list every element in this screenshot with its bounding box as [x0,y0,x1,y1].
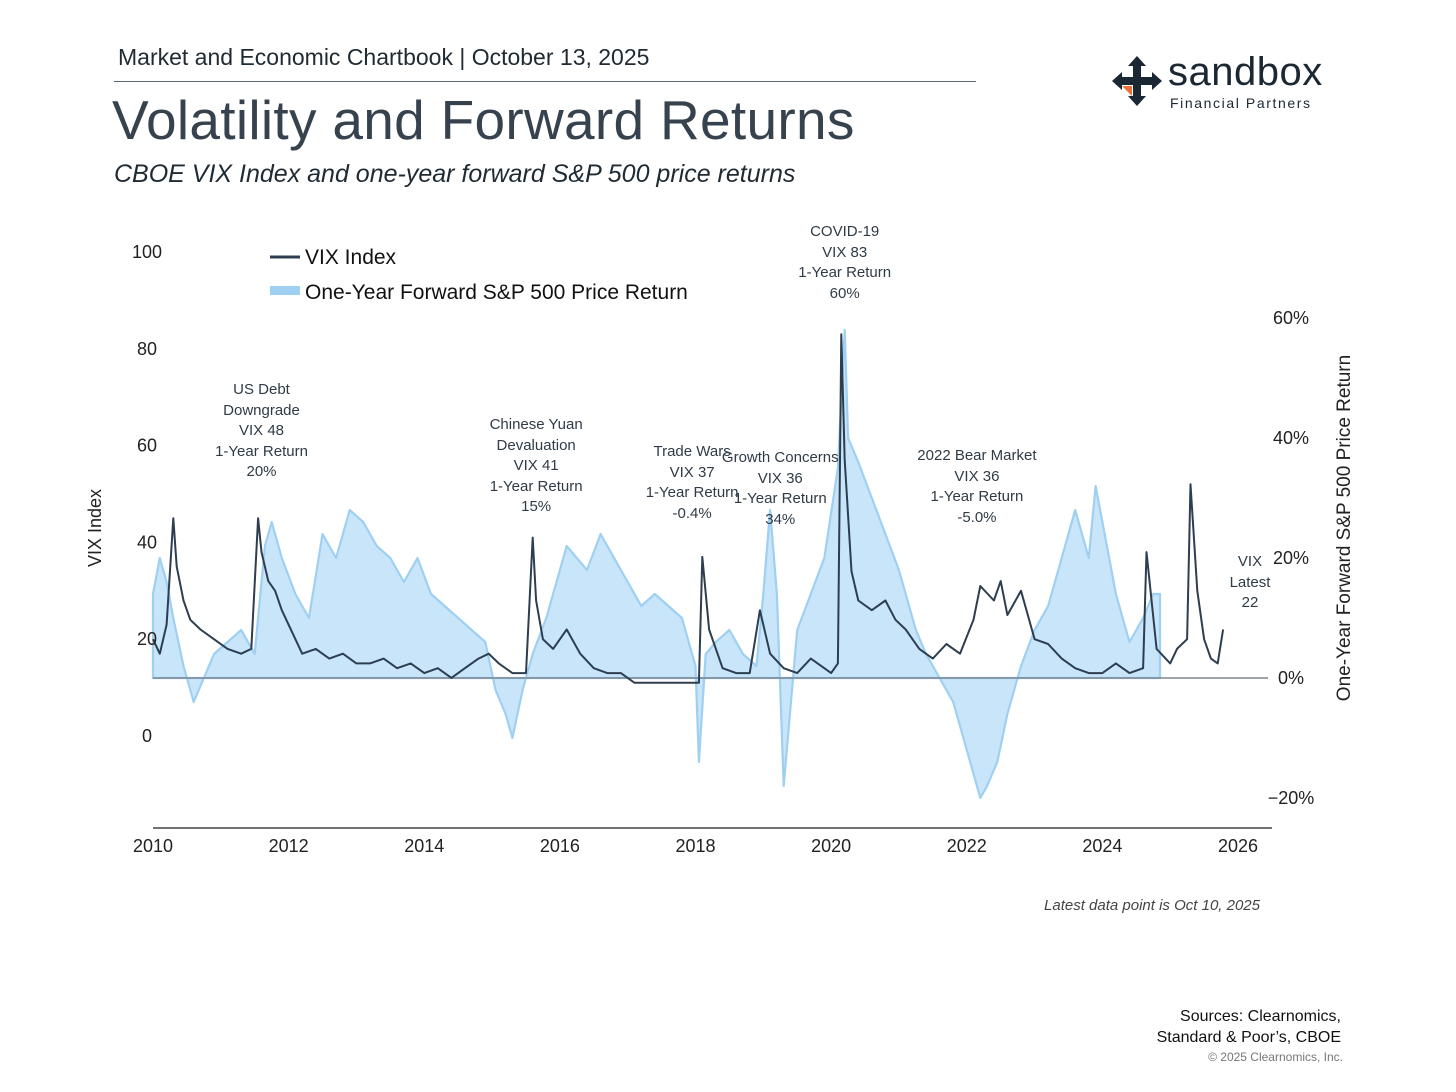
x-tick-label: 2020 [811,836,851,856]
x-tick-label: 2018 [675,836,715,856]
annotation-line: VIX 83 [822,243,868,261]
latest-data-note: Latest data point is Oct 10, 2025 [1044,897,1260,914]
latest-label-line: 22 [1241,594,1259,611]
page-subtitle: CBOE VIX Index and one-year forward S&P … [114,160,796,188]
annotation-line: 1-Year Return [645,484,739,501]
sources: Sources: Clearnomics, Standard & Poor’s,… [1157,1006,1341,1048]
annotation-line: 34% [765,510,796,528]
annotation-line: VIX 36 [954,467,1000,485]
y2-tick-label: 60% [1273,308,1309,328]
annotation-line: 1-Year Return [215,442,308,460]
annotation-line: Devaluation [496,436,576,454]
sources-line-1: Sources: Clearnomics, [1180,1008,1341,1025]
annotation-line: Growth Concerns [721,449,839,466]
annotation-line: 60% [829,284,860,302]
annotation-line: Downgrade [223,401,300,419]
annotation-line: -5.0% [957,508,997,526]
legend-return-swatch [270,286,300,295]
event-annotation: 2022 Bear Market VIX 36 1-Year Return -5.0% [897,446,1057,528]
annotation-line: US Debt [233,381,290,398]
returns-area-layer [151,328,1162,800]
x-tick-label: 2024 [1082,836,1122,856]
logo-subtitle: Financial Partners [1170,95,1312,111]
annotation-line: 1-Year Return [489,477,583,495]
latest-label-line: Latest [1229,573,1271,591]
header-divider [114,81,976,82]
sources-line-2: Standard & Poor’s, CBOE [1156,1029,1341,1046]
event-annotation: US Debt Downgrade VIX 48 1-Year Return 20% [182,380,342,483]
event-annotation: COVID-19 VIX 83 1-Year Return 60% [765,222,925,304]
y-tick-label: 0 [142,726,152,746]
annotation-line: COVID-19 [810,223,880,240]
vix-latest-label: VIX Latest 22 [1210,552,1290,614]
sandbox-logo: sandbox Financial Partners [1112,50,1332,112]
x-tick-label: 2014 [404,836,444,856]
annotation-line: Trade Wars [653,443,731,460]
x-tick-label: 2026 [1218,836,1258,856]
y-axis-label: VIX Index [85,489,105,567]
legend: VIX Index One-Year Forward S&P 500 Price… [270,246,688,304]
y-tick-label: 40 [137,532,157,552]
annotation-line: VIX 41 [513,457,559,474]
vix-series-line [152,333,1225,684]
y2-tick-label: 20% [1273,548,1309,568]
annotation-line: 1-Year Return [733,490,827,507]
annotation-line: Chinese Yuan [489,416,583,433]
annotation-line: -0.4% [672,504,712,522]
y2-tick-label: −20% [1268,788,1315,808]
annotation-line: 2022 Bear Market [917,447,1037,464]
x-tick-label: 2012 [269,836,309,856]
legend-return-label: One-Year Forward S&P 500 Price Return [305,281,688,304]
annotation-line: VIX 37 [669,463,715,481]
latest-label-line: VIX [1237,553,1263,570]
y2-tick-label: 40% [1273,428,1309,448]
y2-axis-label: One-Year Forward S&P 500 Price Return [1334,355,1355,701]
annotation-line: VIX 36 [757,469,803,487]
arrows-logo-icon [1112,56,1162,106]
event-annotation: Growth Concerns VIX 36 1-Year Return 34% [700,448,860,530]
annotation-line: VIX 48 [238,422,285,439]
annotation-line: 1-Year Return [798,264,892,281]
legend-vix-label: VIX Index [305,246,397,269]
x-tick-label: 2022 [947,836,987,856]
event-annotation: Trade Wars VIX 37 1-Year Return -0.4% [612,442,772,524]
y-tick-label: 20 [137,629,157,649]
page-title: Volatility and Forward Returns [112,89,855,151]
tick-label-layer: 2010 2012 2014 2016 2018 2020 2022 2024 20261008… [132,242,1314,856]
series-line-layer [152,333,1225,684]
y2-tick-label: 0% [1278,668,1304,688]
annotation-line: 15% [521,498,552,515]
y-tick-label: 100 [132,242,162,262]
y-tick-label: 80 [137,339,157,359]
event-annotation: Chinese Yuan Devaluation VIX 41 1-Year Retu… [456,415,616,518]
chartbook-header: Market and Economic Chartbook | October … [118,44,650,70]
logo-name: sandbox [1168,50,1323,94]
annotation-line: 20% [246,463,277,480]
x-tick-label: 2010 [133,836,173,856]
copyright: © 2025 Clearnomics, Inc. [1208,1050,1343,1064]
return-series-area [151,328,1162,800]
x-tick-label: 2016 [540,836,580,856]
annotation-line: 1-Year Return [930,488,1024,505]
y-tick-label: 60 [137,436,157,456]
